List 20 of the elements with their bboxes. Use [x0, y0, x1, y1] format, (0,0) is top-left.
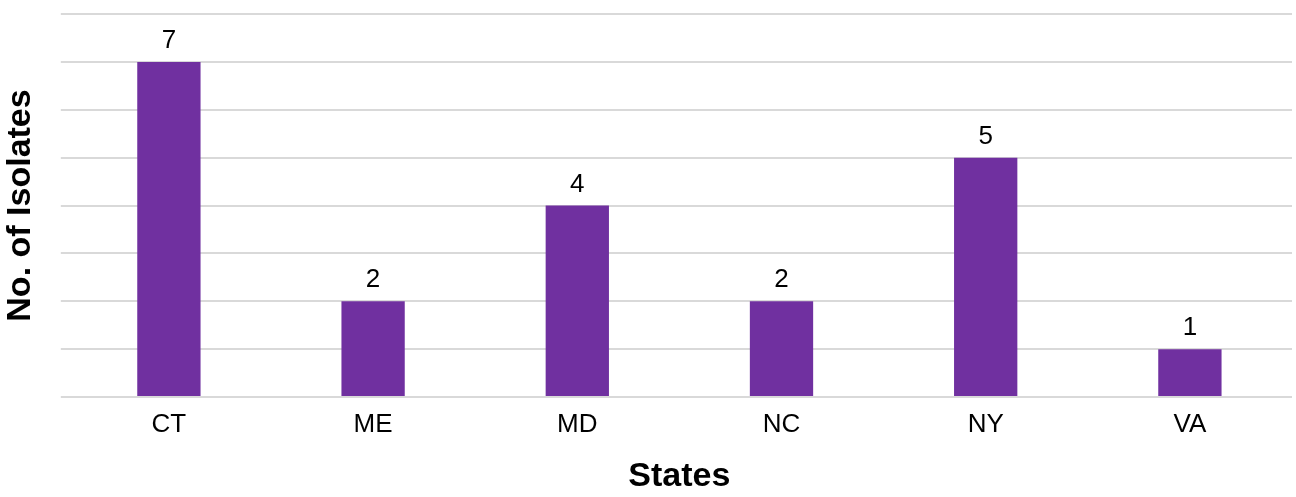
- x-tick-label: VA: [1173, 407, 1207, 438]
- x-tick-label: MD: [557, 407, 598, 438]
- data-label: 5: [978, 119, 993, 150]
- bar: [137, 61, 201, 396]
- x-tick-label: ME: [353, 407, 393, 438]
- x-axis-title: States: [628, 454, 731, 493]
- x-tick-label: NY: [967, 407, 1004, 438]
- bar: [749, 301, 814, 396]
- data-label: 4: [570, 167, 585, 198]
- bar: [545, 205, 609, 396]
- data-label: 2: [774, 263, 789, 294]
- data-label: 1: [1182, 311, 1198, 342]
- data-label: 7: [161, 24, 177, 55]
- x-tick-label: CT: [151, 407, 187, 438]
- data-label: 2: [365, 263, 381, 294]
- bar: [1158, 349, 1222, 396]
- x-tick-label: NC: [762, 407, 801, 438]
- bar: [954, 157, 1018, 396]
- bar: [341, 301, 405, 396]
- y-axis-title: No. of Isolates: [0, 89, 37, 322]
